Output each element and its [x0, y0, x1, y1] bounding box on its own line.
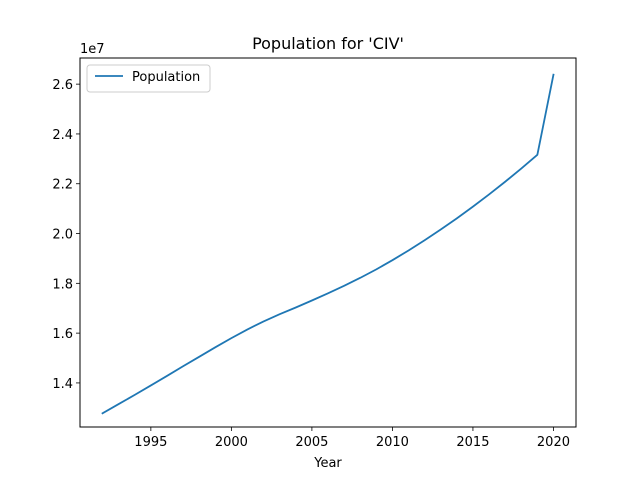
plot-frame — [79, 57, 577, 428]
x-tick-label-2010: 2010 — [376, 435, 409, 450]
legend-label-population: Population — [132, 70, 200, 85]
x-tick-label-2020: 2020 — [537, 435, 570, 450]
x-axis-label: Year — [313, 456, 342, 471]
y-axis-offset-label: 1e7 — [80, 42, 105, 57]
y-tick-label-16000000: 1.6 — [52, 327, 73, 342]
legend-box — [86, 64, 211, 93]
y-tick-label-14000000: 1.4 — [52, 377, 73, 392]
x-tick-label-1995: 1995 — [134, 435, 167, 450]
x-tick-label-2000: 2000 — [215, 435, 248, 450]
y-tick-label-24000000: 2.4 — [52, 128, 73, 143]
y-tick-label-22000000: 2.2 — [52, 178, 73, 193]
x-tick-label-2015: 2015 — [456, 435, 489, 450]
y-tick-label-26000000: 2.6 — [52, 78, 73, 93]
y-tick-label-20000000: 2.0 — [52, 228, 73, 243]
x-tick-label-2005: 2005 — [295, 435, 328, 450]
legend: Population — [86, 64, 211, 93]
series-line-population — [101, 73, 555, 415]
y-tick-label-18000000: 1.8 — [52, 277, 73, 292]
chart-title: Population for 'CIV' — [252, 34, 404, 53]
